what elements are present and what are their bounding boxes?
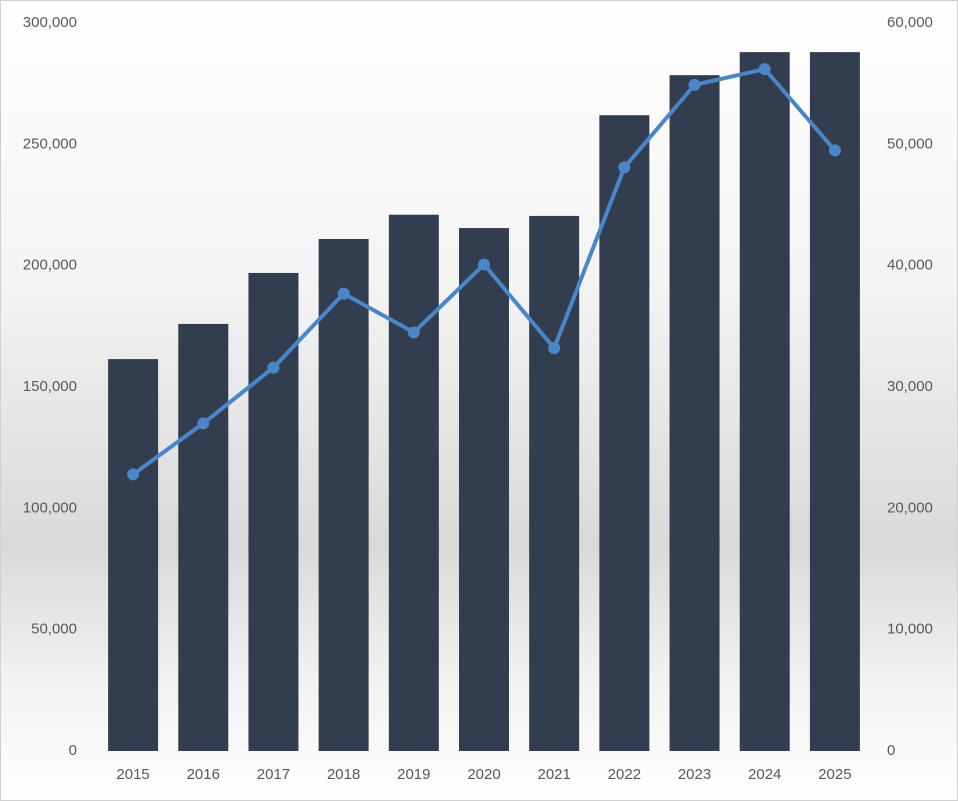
line-point: [197, 417, 210, 430]
y-tick-label: 200,000: [23, 257, 77, 274]
line-point: [618, 161, 631, 174]
y2-tick-label: 0: [887, 742, 895, 759]
line-point: [407, 326, 420, 339]
line-point: [828, 144, 841, 157]
y2-tick-label: 40,000: [887, 257, 933, 274]
bar: [669, 75, 720, 751]
x-tick-label: 2016: [187, 766, 220, 783]
y2-tick-label: 20,000: [887, 499, 933, 516]
x-tick-label: 2015: [116, 766, 149, 783]
y-tick-label: 300,000: [23, 14, 77, 31]
bar: [739, 52, 790, 752]
line-point: [337, 287, 350, 300]
y-tick-label: 0: [69, 742, 77, 759]
x-tick-label: 2021: [537, 766, 570, 783]
y2-tick-label: 30,000: [887, 378, 933, 395]
x-tick-label: 2023: [678, 766, 711, 783]
line-point: [548, 342, 561, 355]
x-tick-label: 2025: [818, 766, 851, 783]
y2-tick-label: 10,000: [887, 621, 933, 638]
bar: [599, 115, 650, 752]
y-tick-label: 150,000: [23, 378, 77, 395]
x-tick-label: 2019: [397, 766, 430, 783]
bar: [388, 214, 439, 751]
bar: [178, 323, 229, 751]
x-tick-label: 2017: [257, 766, 290, 783]
line-point: [267, 361, 280, 374]
line-point: [127, 468, 140, 481]
y-tick-label: 100,000: [23, 499, 77, 516]
line-point: [688, 78, 701, 91]
bar: [809, 52, 860, 752]
y2-tick-label: 50,000: [887, 135, 933, 152]
x-tick-label: 2018: [327, 766, 360, 783]
y2-tick-label: 60,000: [887, 14, 933, 31]
x-tick-label: 2024: [748, 766, 781, 783]
y-tick-label: 250,000: [23, 135, 77, 152]
bar: [318, 238, 369, 751]
bar: [248, 272, 299, 751]
x-tick-label: 2020: [467, 766, 500, 783]
line-point: [758, 63, 771, 76]
bar: [108, 359, 159, 751]
line-point: [478, 258, 490, 271]
x-tick-label: 2022: [608, 766, 641, 783]
bar: [459, 228, 509, 751]
bar: [529, 215, 580, 752]
y-tick-label: 50,000: [31, 621, 77, 638]
